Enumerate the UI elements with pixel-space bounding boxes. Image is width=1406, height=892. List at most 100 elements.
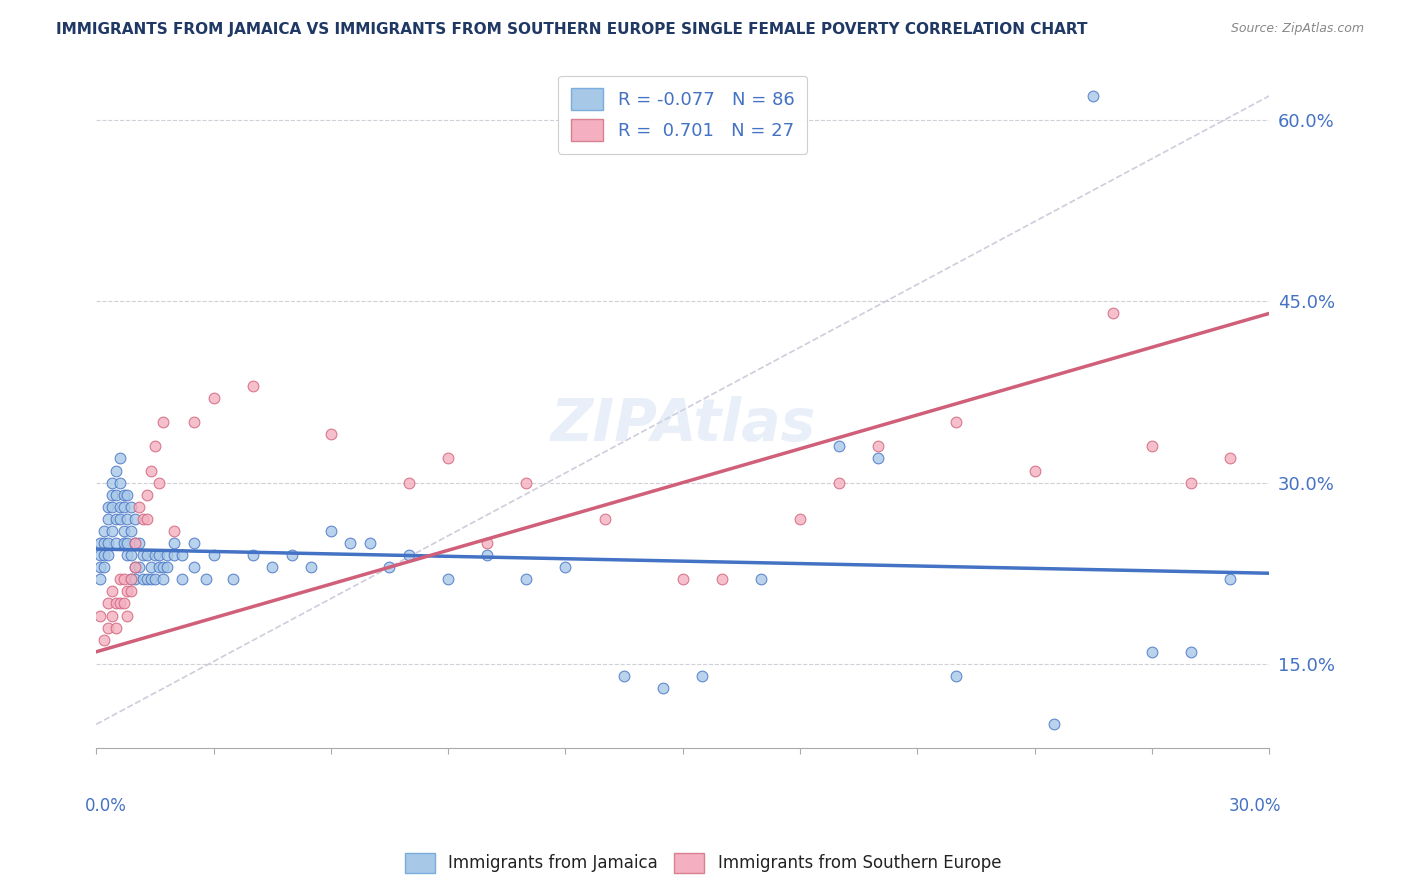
Point (139, 463, 162, 477)
Point (152, 415, 174, 429)
Point (222, 572, 245, 586)
Point (672, 572, 695, 586)
Point (112, 536, 135, 550)
Point (108, 572, 131, 586)
Point (163, 536, 186, 550)
Point (593, 512, 616, 526)
Point (515, 475, 537, 490)
Point (202, 391, 225, 405)
Point (124, 536, 146, 550)
Point (828, 439, 851, 453)
Point (128, 560, 150, 574)
Point (148, 475, 170, 490)
Point (152, 560, 174, 574)
Point (789, 512, 811, 526)
Point (183, 536, 205, 550)
Legend: R = -0.077   N = 86, R =  0.701   N = 27: R = -0.077 N = 86, R = 0.701 N = 27 (558, 76, 807, 154)
Point (124, 512, 146, 526)
Point (104, 512, 127, 526)
Point (136, 548, 159, 562)
Point (437, 572, 460, 586)
Point (477, 548, 499, 562)
Point (108, 451, 131, 466)
Point (117, 608, 139, 623)
Point (183, 560, 205, 574)
Point (148, 548, 170, 562)
Point (242, 379, 264, 393)
Point (117, 488, 139, 502)
Point (280, 548, 302, 562)
Point (101, 475, 124, 490)
Point (155, 560, 177, 574)
Point (104, 488, 127, 502)
Point (515, 572, 537, 586)
Point (136, 512, 159, 526)
Point (136, 488, 159, 502)
Point (183, 415, 205, 429)
Point (120, 548, 142, 562)
Point (112, 572, 135, 586)
Point (477, 536, 499, 550)
Text: 30.0%: 30.0% (1229, 797, 1281, 814)
Point (104, 463, 127, 477)
Point (89, 560, 111, 574)
Point (1043, 717, 1066, 731)
Point (148, 560, 170, 574)
Point (120, 572, 142, 586)
Point (299, 560, 322, 574)
Point (117, 548, 139, 562)
Point (202, 548, 225, 562)
Point (143, 548, 166, 562)
Point (97, 500, 120, 514)
Point (89, 608, 111, 623)
Point (1140, 439, 1163, 453)
Point (945, 415, 967, 429)
Text: Source: ZipAtlas.com: Source: ZipAtlas.com (1230, 22, 1364, 36)
Point (108, 475, 131, 490)
Point (89, 536, 111, 550)
Point (93, 560, 115, 574)
Point (868, 451, 890, 466)
Point (108, 512, 131, 526)
Point (112, 500, 135, 514)
Point (89, 548, 111, 562)
Point (112, 488, 135, 502)
Point (104, 536, 127, 550)
Point (124, 536, 146, 550)
Point (398, 475, 420, 490)
Point (132, 572, 155, 586)
Point (132, 512, 155, 526)
Point (319, 427, 342, 442)
Point (93, 536, 115, 550)
Point (262, 560, 284, 574)
Point (112, 524, 135, 538)
Point (163, 524, 186, 538)
Point (613, 669, 636, 683)
Point (1140, 645, 1163, 659)
Point (101, 584, 124, 599)
Point (108, 597, 131, 611)
Point (1180, 475, 1202, 490)
Point (143, 439, 166, 453)
Point (1024, 463, 1046, 477)
Point (101, 524, 124, 538)
Point (101, 500, 124, 514)
Point (339, 536, 361, 550)
Point (378, 560, 401, 574)
Point (242, 548, 264, 562)
Point (319, 524, 342, 538)
Point (143, 572, 166, 586)
Point (101, 608, 124, 623)
Point (128, 500, 150, 514)
Point (1219, 572, 1241, 586)
Point (120, 572, 142, 586)
Point (139, 572, 162, 586)
Point (89, 572, 111, 586)
Point (139, 560, 162, 574)
Point (117, 512, 139, 526)
Point (120, 524, 142, 538)
Point (136, 572, 159, 586)
Text: ZIPAtlas: ZIPAtlas (550, 396, 815, 453)
Point (749, 572, 772, 586)
Point (155, 548, 177, 562)
